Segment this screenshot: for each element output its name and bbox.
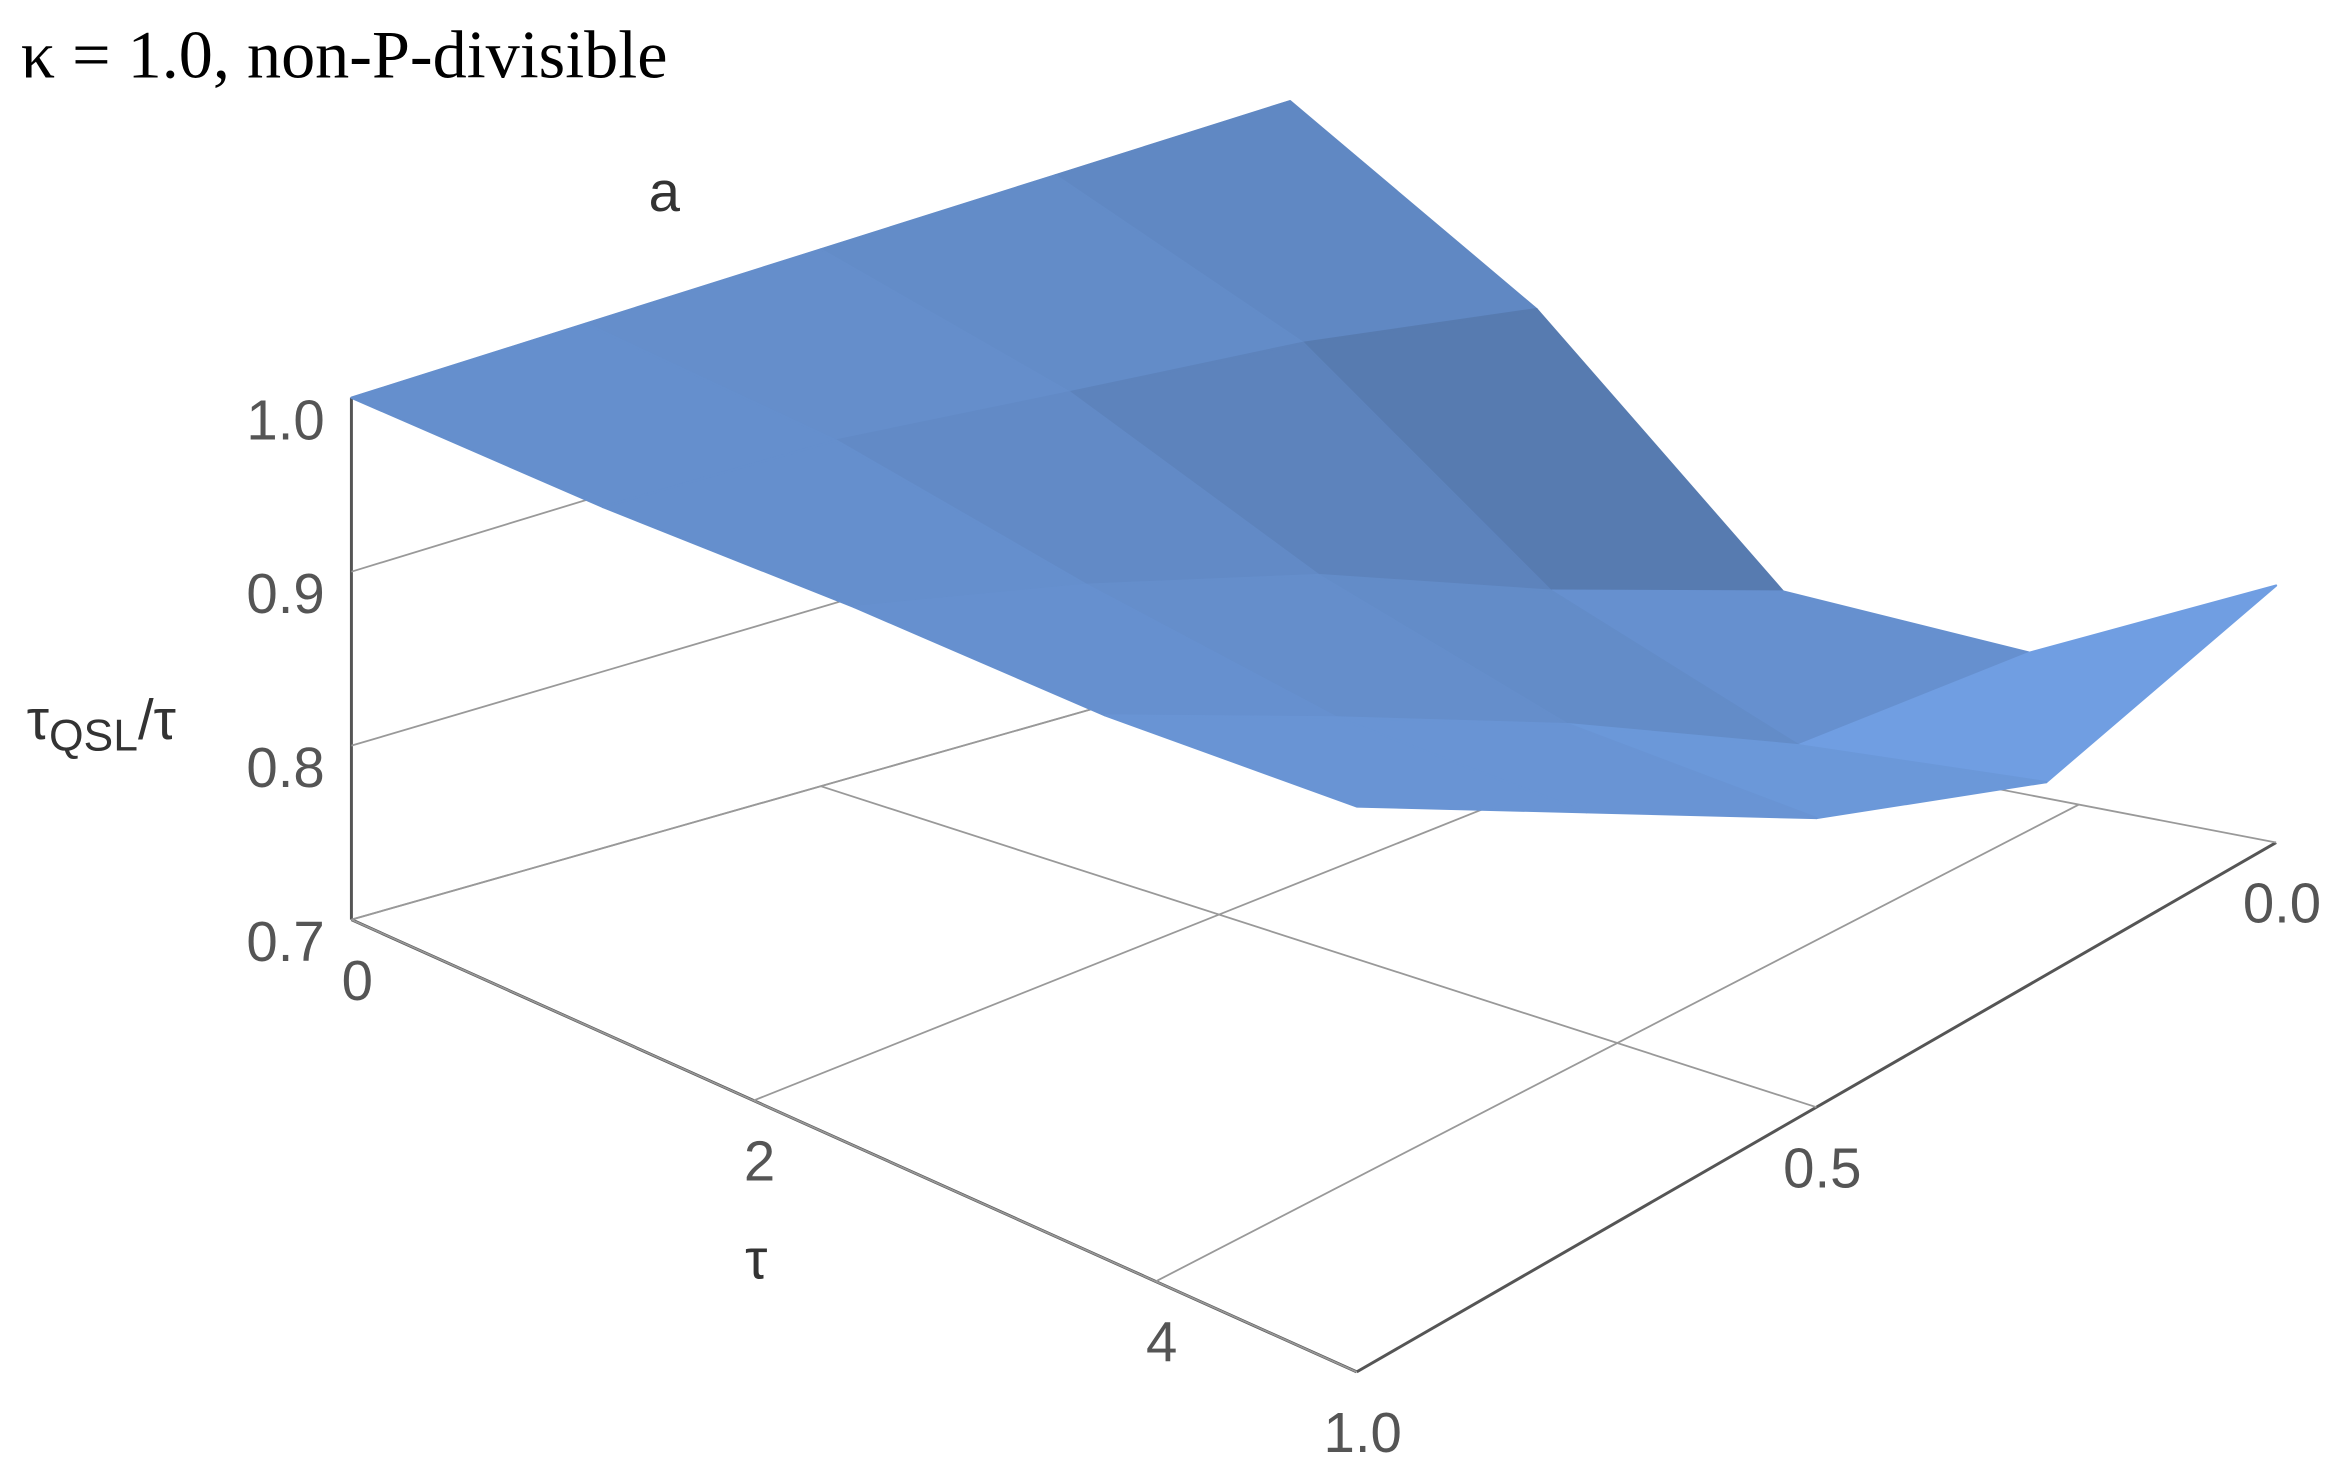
z-tick-label: 0.7 bbox=[246, 910, 324, 973]
labels: 0 2 4 0.0 0.5 1.0 0.7 0.8 0.9 1.0 bbox=[246, 388, 2321, 1464]
x-tick-label: 4 bbox=[1146, 1311, 1177, 1374]
z-tick-label: 0.9 bbox=[246, 562, 324, 625]
y-tick-label: 0.5 bbox=[1783, 1136, 1861, 1199]
z-tick-label: 1.0 bbox=[246, 388, 324, 451]
x-tick-label: 2 bbox=[744, 1130, 775, 1193]
z-tick-label: 0.8 bbox=[246, 736, 324, 799]
x-tick-label: 0 bbox=[342, 949, 373, 1012]
grid-line bbox=[820, 785, 1817, 1109]
grid-line bbox=[351, 918, 1358, 1373]
surface bbox=[350, 100, 2278, 820]
z-label-rest: /τ bbox=[138, 688, 176, 751]
z-label-sub: QSL bbox=[49, 711, 138, 760]
chart-title: κ = 1.0, non-P-divisible bbox=[21, 16, 668, 92]
z-axis-label: τQSL/τ bbox=[27, 688, 176, 761]
y-tick-label: 0.0 bbox=[2243, 872, 2321, 935]
y-tick-label: 1.0 bbox=[1324, 1401, 1402, 1464]
surface-patch bbox=[1104, 714, 1588, 814]
y-axis-label: a bbox=[649, 160, 681, 223]
z-label-base: τ bbox=[27, 688, 49, 751]
x-axis-label: τ bbox=[745, 1228, 767, 1291]
